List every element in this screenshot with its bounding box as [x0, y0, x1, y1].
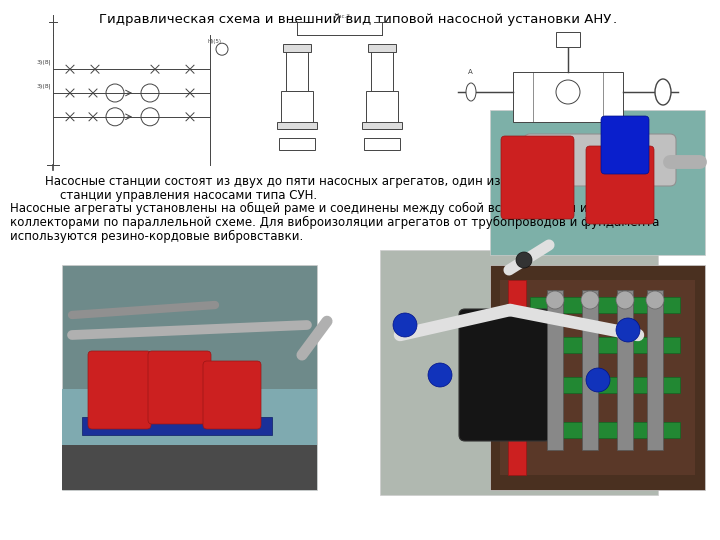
Ellipse shape	[655, 79, 671, 105]
Bar	[279, 138, 315, 150]
Bar	[366, 91, 398, 129]
Bar	[490, 265, 705, 490]
Bar	[508, 280, 526, 475]
Text: станции управления насосами типа СУН.: станции управления насосами типа СУН.	[45, 189, 317, 202]
Bar	[283, 44, 311, 52]
Bar	[364, 138, 400, 150]
Bar	[35, 30, 230, 170]
Bar	[582, 290, 598, 450]
Circle shape	[646, 291, 664, 309]
Text: .: .	[613, 13, 617, 26]
Bar	[62, 389, 317, 490]
Bar	[503, 142, 633, 152]
Bar	[277, 122, 317, 129]
FancyBboxPatch shape	[88, 351, 151, 429]
Bar	[490, 110, 705, 255]
Circle shape	[586, 368, 610, 392]
Ellipse shape	[466, 83, 476, 101]
Bar	[286, 46, 308, 91]
Text: Гидравлическая схема и внешний вид типовой насосной установки АНУ: Гидравлическая схема и внешний вид типов…	[99, 13, 611, 26]
Bar	[371, 46, 393, 91]
Text: используются резино-кордовые вибровставки.: используются резино-кордовые вибровставк…	[10, 230, 303, 243]
Bar	[500, 280, 695, 475]
Bar	[530, 337, 680, 353]
Bar	[617, 290, 633, 450]
Text: А: А	[468, 69, 473, 75]
Bar	[82, 417, 272, 435]
Bar	[362, 122, 402, 129]
FancyBboxPatch shape	[501, 136, 574, 219]
FancyBboxPatch shape	[524, 134, 676, 186]
Bar	[530, 377, 680, 393]
Bar	[530, 297, 680, 313]
Bar	[547, 290, 563, 450]
Bar	[62, 265, 317, 490]
Bar	[556, 32, 580, 47]
FancyBboxPatch shape	[601, 116, 649, 174]
Bar	[252, 30, 432, 165]
Bar	[647, 290, 663, 450]
Text: Насосные станции состоят из двух до пяти насосных агрегатов, один из которых рез: Насосные станции состоят из двух до пяти…	[45, 175, 639, 188]
Circle shape	[581, 291, 599, 309]
FancyBboxPatch shape	[203, 361, 261, 429]
FancyBboxPatch shape	[586, 146, 654, 224]
Bar	[62, 445, 317, 490]
Bar	[453, 32, 683, 162]
Circle shape	[616, 318, 640, 342]
Circle shape	[546, 291, 564, 309]
Text: 3)(8|: 3)(8|	[37, 84, 52, 89]
Circle shape	[616, 291, 634, 309]
Text: 3)(8|: 3)(8|	[37, 60, 52, 65]
Bar	[380, 250, 658, 495]
Circle shape	[393, 313, 417, 337]
Bar	[281, 91, 313, 129]
Circle shape	[428, 363, 452, 387]
FancyBboxPatch shape	[459, 309, 551, 441]
Text: H)(5): H)(5)	[208, 39, 222, 44]
Bar	[368, 44, 396, 52]
Circle shape	[516, 252, 532, 268]
Bar	[530, 422, 680, 438]
Text: Насосные агрегаты установлены на общей раме и соединены между собой всасывающим : Насосные агрегаты установлены на общей р…	[10, 202, 655, 215]
Text: коллекторами по параллельной схеме. Для виброизоляции агрегатов от трубопроводов: коллекторами по параллельной схеме. Для …	[10, 216, 660, 229]
Text: Нас.З: Нас.З	[334, 14, 350, 19]
Bar	[513, 72, 623, 122]
FancyBboxPatch shape	[148, 351, 211, 424]
